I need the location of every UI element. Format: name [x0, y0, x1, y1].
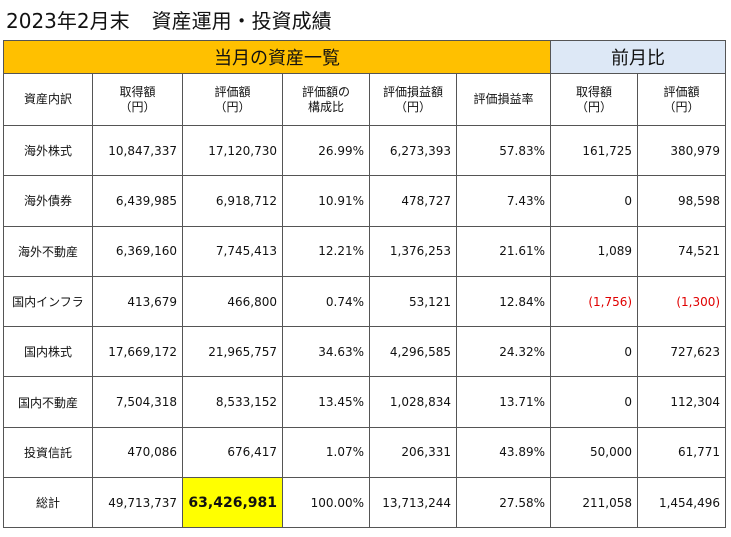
cell-ratio: 13.45% — [282, 376, 370, 428]
cell-label: 海外不動産 — [3, 225, 93, 277]
table-row: 投資信託 470,086 676,417 1.07% 206,331 43.89… — [3, 426, 727, 479]
cell-diff-acquisition-negative: (1,756) — [550, 275, 639, 328]
table-row: 海外債券 6,439,985 6,918,712 10.91% 478,727 … — [3, 175, 727, 227]
total-diff-acquisition: 211,058 — [550, 477, 639, 529]
title-text: 資産運用・投資成績 — [151, 9, 332, 33]
cell-pl-rate: 21.61% — [455, 225, 552, 277]
title-date: 2023年2月末 — [6, 9, 130, 33]
cell-diff-valuation: 74,521 — [637, 225, 727, 277]
cell-label: 国内株式 — [3, 326, 93, 378]
cell-acquisition: 470,086 — [92, 426, 183, 479]
total-pl: 13,713,244 — [369, 477, 457, 529]
cell-diff-acquisition: 161,725 — [550, 124, 639, 177]
cell-valuation: 466,800 — [182, 275, 283, 328]
cell-acquisition: 7,504,318 — [92, 376, 183, 428]
cell-diff-acquisition: 1,089 — [550, 225, 639, 277]
cell-acquisition: 413,679 — [92, 275, 183, 328]
cell-ratio: 12.21% — [282, 225, 370, 277]
col-header-diff-valuation: 評価額 （円） — [637, 73, 727, 126]
col-header-pl: 評価損益額 （円） — [369, 73, 457, 126]
cell-ratio: 26.99% — [282, 124, 370, 177]
total-valuation-highlight: 63,426,981 — [182, 477, 283, 529]
cell-diff-acquisition: 0 — [550, 175, 639, 227]
cell-ratio: 1.07% — [282, 426, 370, 479]
total-pl-rate: 27.58% — [455, 477, 552, 529]
cell-ratio: 0.74% — [282, 275, 370, 328]
cell-valuation: 8,533,152 — [182, 376, 283, 428]
cell-label: 国内インフラ — [3, 275, 93, 328]
cell-diff-valuation: 112,304 — [637, 376, 727, 428]
col-header-diff-acquisition: 取得額 （円） — [550, 73, 639, 126]
cell-pl-rate: 57.83% — [455, 124, 552, 177]
cell-pl-rate: 12.84% — [455, 275, 552, 328]
cell-label: 海外株式 — [3, 124, 93, 177]
cell-pl: 53,121 — [369, 275, 457, 328]
cell-ratio: 34.63% — [282, 326, 370, 378]
col-header-category: 資産内訳 — [3, 73, 93, 126]
cell-diff-valuation: 380,979 — [637, 124, 727, 177]
cell-pl: 1,376,253 — [369, 225, 457, 277]
total-row: 総計 49,713,737 63,426,981 100.00% 13,713,… — [3, 477, 727, 529]
cell-label: 国内不動産 — [3, 376, 93, 428]
col-header-ratio: 評価額の 構成比 — [282, 73, 370, 126]
cell-label: 投資信託 — [3, 426, 93, 479]
cell-diff-acquisition: 0 — [550, 376, 639, 428]
col-header-pl-rate: 評価損益率 — [455, 73, 552, 126]
cell-pl: 206,331 — [369, 426, 457, 479]
total-acquisition: 49,713,737 — [92, 477, 183, 529]
cell-ratio: 10.91% — [282, 175, 370, 227]
cell-pl-rate: 7.43% — [455, 175, 552, 227]
cell-pl: 478,727 — [369, 175, 457, 227]
column-header-row: 資産内訳 取得額 （円） 評価額 （円） 評価額の 構成比 評価損益額 （円） … — [3, 73, 727, 126]
cell-valuation: 7,745,413 — [182, 225, 283, 277]
cell-valuation: 676,417 — [182, 426, 283, 479]
total-diff-valuation: 1,454,496 — [637, 477, 727, 529]
current-month-header: 当月の資産一覧 — [2, 40, 552, 74]
col-header-acquisition: 取得額 （円） — [92, 73, 183, 126]
cell-pl: 4,296,585 — [369, 326, 457, 378]
table-row: 国内インフラ 413,679 466,800 0.74% 53,121 12.8… — [3, 275, 727, 328]
page-title: 2023年2月末 資産運用・投資成績 — [6, 6, 332, 36]
asset-table: 当月の資産一覧 前月比 資産内訳 取得額 （円） 評価額 （円） 評価額の 構成… — [2, 40, 727, 529]
table-row: 海外不動産 6,369,160 7,745,413 12.21% 1,376,2… — [3, 225, 727, 277]
cell-acquisition: 10,847,337 — [92, 124, 183, 177]
cell-valuation: 17,120,730 — [182, 124, 283, 177]
cell-diff-valuation: 727,623 — [637, 326, 727, 378]
cell-acquisition: 17,669,172 — [92, 326, 183, 378]
table-row: 海外株式 10,847,337 17,120,730 26.99% 6,273,… — [3, 124, 727, 177]
cell-pl: 6,273,393 — [369, 124, 457, 177]
cell-valuation: 21,965,757 — [182, 326, 283, 378]
cell-valuation: 6,918,712 — [182, 175, 283, 227]
cell-pl-rate: 13.71% — [455, 376, 552, 428]
cell-diff-valuation: 61,771 — [637, 426, 727, 479]
cell-diff-acquisition: 50,000 — [550, 426, 639, 479]
cell-acquisition: 6,439,985 — [92, 175, 183, 227]
cell-label: 海外債券 — [3, 175, 93, 227]
cell-diff-acquisition: 0 — [550, 326, 639, 378]
cell-acquisition: 6,369,160 — [92, 225, 183, 277]
cell-pl-rate: 43.89% — [455, 426, 552, 479]
cell-diff-valuation: 98,598 — [637, 175, 727, 227]
previous-month-header: 前月比 — [550, 40, 727, 74]
table-row: 国内株式 17,669,172 21,965,757 34.63% 4,296,… — [3, 326, 727, 378]
cell-pl: 1,028,834 — [369, 376, 457, 428]
total-ratio: 100.00% — [282, 477, 370, 529]
col-header-valuation: 評価額 （円） — [182, 73, 283, 126]
cell-pl-rate: 24.32% — [455, 326, 552, 378]
cell-diff-valuation-negative: (1,300) — [637, 275, 727, 328]
table-row: 国内不動産 7,504,318 8,533,152 13.45% 1,028,8… — [3, 376, 727, 428]
total-label: 総計 — [3, 477, 93, 529]
